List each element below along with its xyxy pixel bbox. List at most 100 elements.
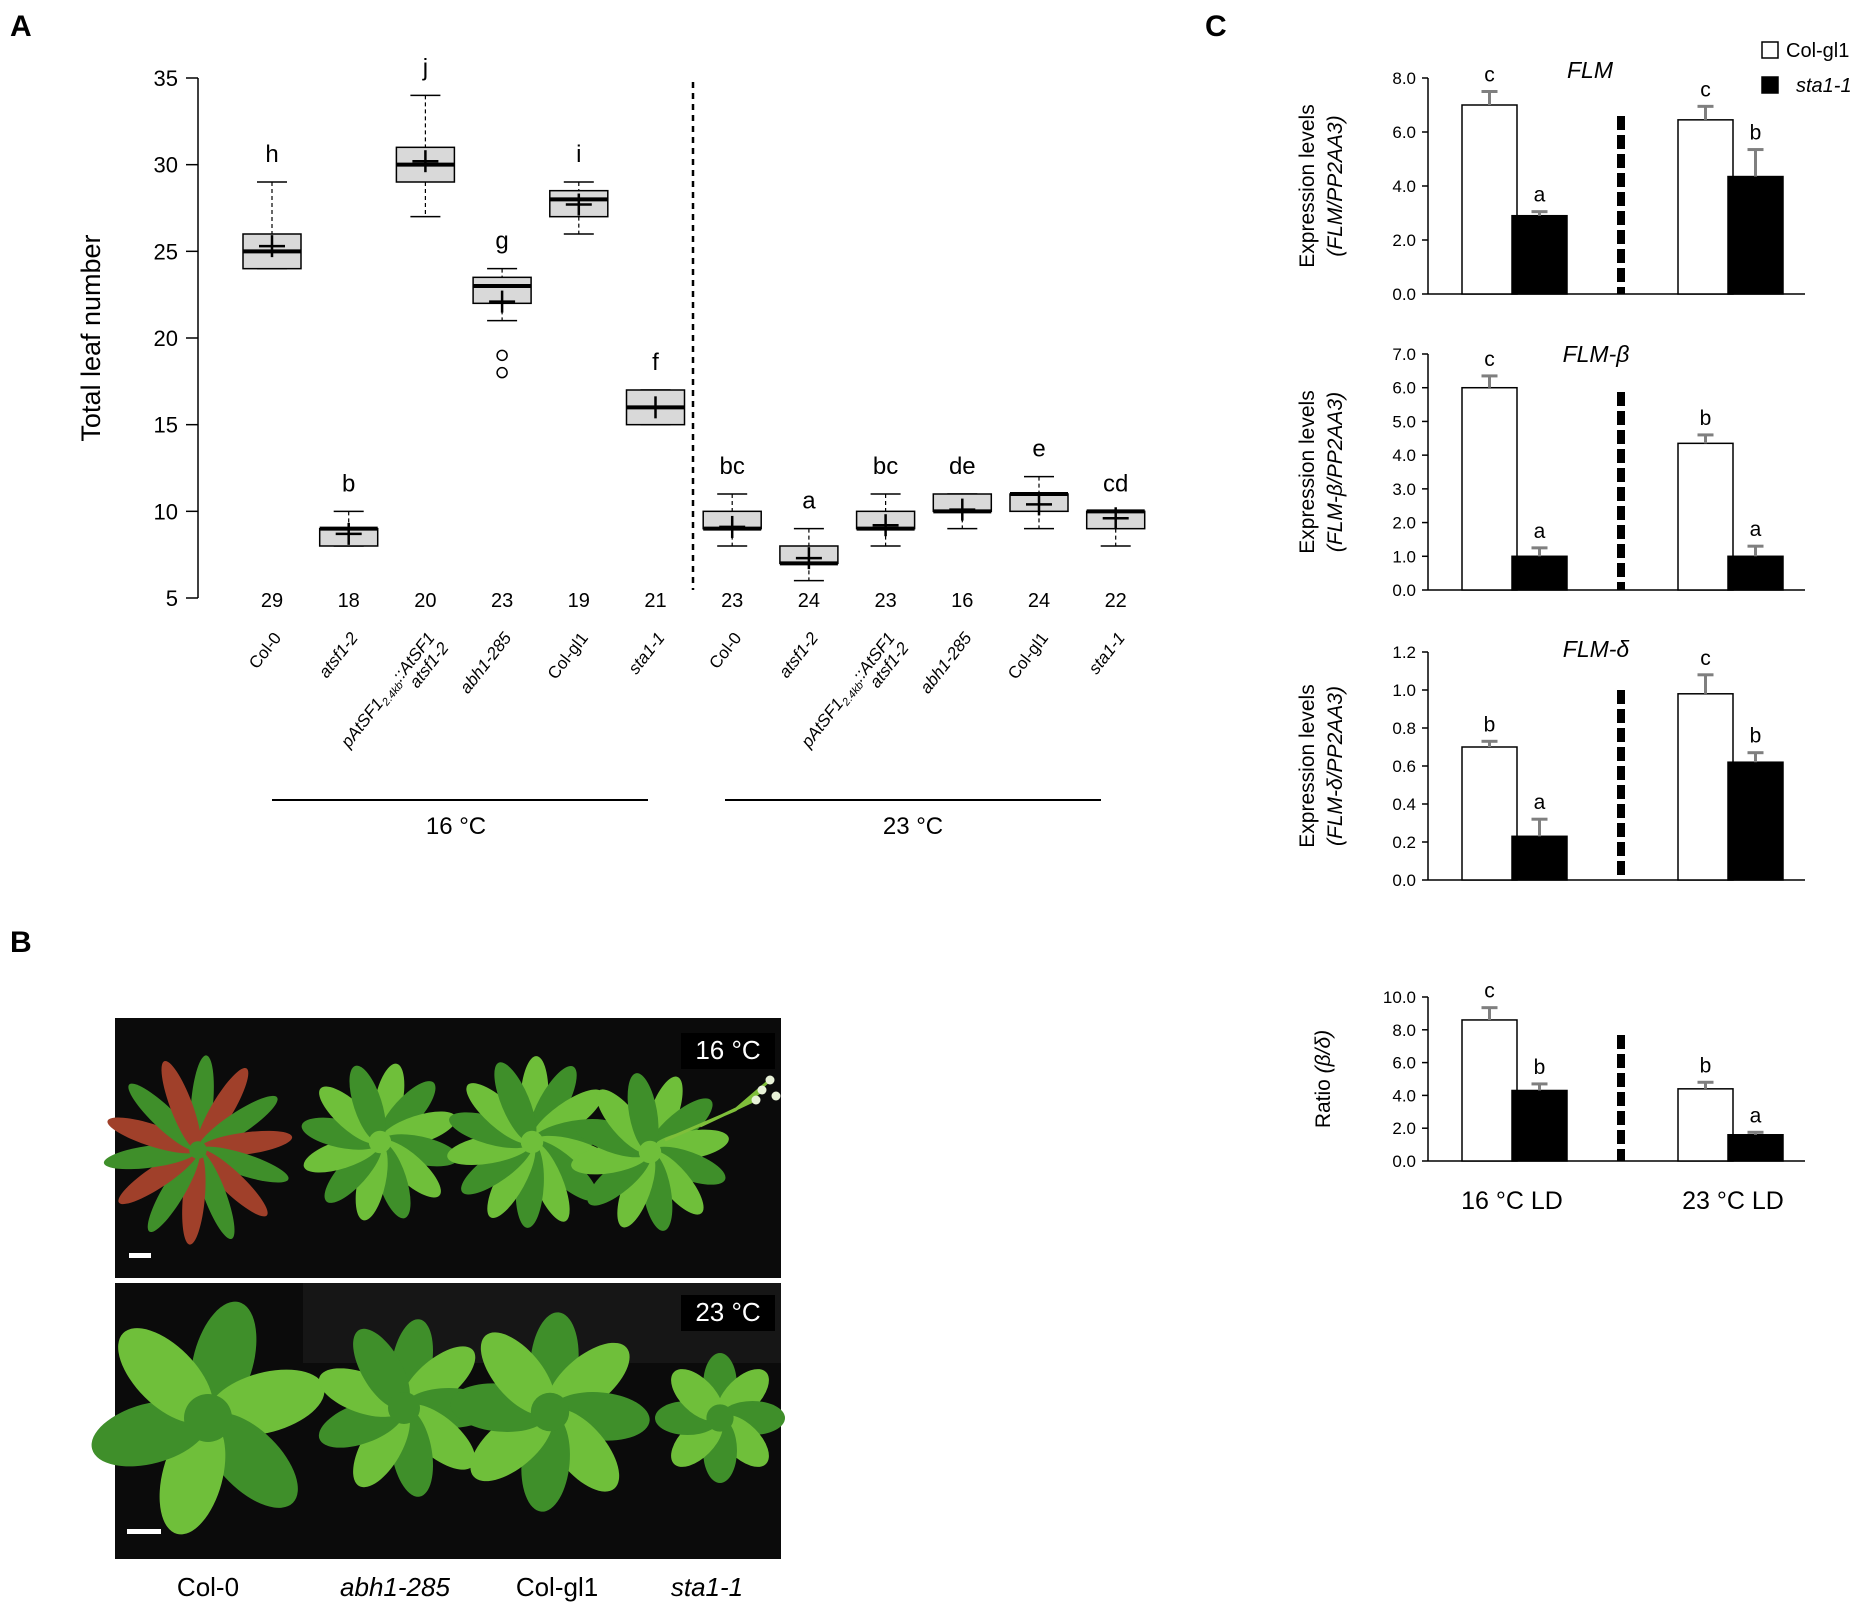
photo-label-1: abh1-285 xyxy=(340,1572,450,1602)
significance-letter: de xyxy=(949,453,976,480)
bar-sta1-1 xyxy=(1511,214,1568,295)
x-tick-label: Col-0 xyxy=(245,629,285,673)
significance-letter: a xyxy=(802,488,816,515)
rosette-center xyxy=(520,1130,544,1154)
chart-title: FLM-β xyxy=(1563,341,1630,367)
sample-size-label: 18 xyxy=(338,590,360,612)
rosette-23c-sta1-1 xyxy=(655,1353,785,1483)
y-axis-title: Total leaf number xyxy=(76,234,106,441)
bar-Col-gl1 xyxy=(1461,746,1518,881)
y-tick-label: 0.8 xyxy=(1392,719,1416,738)
y-tick-label: 4.0 xyxy=(1392,1086,1416,1105)
bar-Col-gl1 xyxy=(1461,386,1518,591)
y-axis-title-italic: (β/δ) xyxy=(1312,1030,1335,1074)
bar-sta1-1 xyxy=(1727,555,1784,591)
photo-label-3: sta1-1 xyxy=(671,1572,743,1602)
significance-letter: bc xyxy=(720,453,745,480)
significance-letter: c xyxy=(1700,78,1711,101)
legend-label-col-gl1: Col-gl1 xyxy=(1786,40,1849,62)
significance-letter: e xyxy=(1032,436,1045,463)
box-11: cd 22 sta1-1 xyxy=(1085,470,1146,678)
rosette-23c-abh1-285 xyxy=(318,1319,494,1497)
significance-letter: b xyxy=(1700,1054,1712,1077)
panel-c-flm-delta: 0.0 0.2 0.4 0.6 0.8 1.0 1.2 b a c b FLM-δ Expression… xyxy=(1296,636,1805,890)
leaf xyxy=(480,1332,555,1415)
sample-size-label: 23 xyxy=(491,590,513,612)
plant-rosettes xyxy=(91,1055,785,1535)
leaf xyxy=(671,1369,723,1421)
leaf xyxy=(318,1368,405,1417)
significance-letter: f xyxy=(652,349,659,376)
rosette-16c-col-0 xyxy=(103,1055,293,1245)
significance-letter: a xyxy=(1750,1104,1762,1127)
legend: Col-gl1 sta1-1 xyxy=(1761,40,1852,97)
leaf xyxy=(197,1149,268,1217)
box-10: e 24 Col-gl1 xyxy=(1004,436,1069,683)
rosette-center xyxy=(368,1130,392,1154)
box-7: a 24 atsf1-2 xyxy=(775,488,839,681)
leaf xyxy=(147,1149,200,1233)
rosette-center xyxy=(189,1141,207,1159)
bar-sta1-1 xyxy=(1727,1134,1784,1162)
badge-16c-box xyxy=(681,1033,775,1069)
significance-letter: j xyxy=(422,54,428,81)
y-tick-label: 35 xyxy=(154,66,178,91)
significance-letter: b xyxy=(1750,725,1762,748)
rosette-16c-abh1-285 xyxy=(301,1063,459,1221)
box-5: f 21 sta1-1 xyxy=(625,349,686,678)
bar-Col-gl1 xyxy=(1461,1019,1518,1162)
rosette-23c-col-gl1 xyxy=(450,1312,650,1512)
legend-swatch-sta1-1 xyxy=(1761,76,1779,94)
y-tick-label: 1.0 xyxy=(1392,547,1416,566)
x-category-label: 23 °C LD xyxy=(1682,1187,1784,1215)
sample-size-label: 24 xyxy=(798,590,820,612)
leaf xyxy=(353,1406,410,1488)
significance-letter: c xyxy=(1700,647,1711,670)
significance-letter: b xyxy=(1484,713,1496,736)
significance-letter: a xyxy=(1534,520,1546,543)
box-1: b 18 atsf1-2 xyxy=(315,470,379,681)
significance-letter: a xyxy=(1534,791,1546,814)
box-0: h 29 Col-0 xyxy=(242,141,302,673)
y-tick-label: 2.0 xyxy=(1392,1119,1416,1138)
y-tick-label: 0.2 xyxy=(1392,833,1416,852)
panel-a-label: A xyxy=(10,10,32,43)
badge-23c-box xyxy=(681,1295,775,1331)
leaf xyxy=(196,1067,249,1151)
leaf xyxy=(202,1412,298,1508)
y-tick-label: 6.0 xyxy=(1392,379,1416,398)
y-tick-label: 3.0 xyxy=(1392,480,1416,499)
bar-Col-gl1 xyxy=(1677,119,1734,295)
group-label-16c: 16 °C xyxy=(426,813,486,840)
x-tick-label: Col-gl1 xyxy=(544,629,592,683)
x-category-label: 16 °C LD xyxy=(1461,1187,1563,1215)
leaf xyxy=(574,1119,651,1158)
flowering-stem xyxy=(664,1075,781,1142)
significance-letter: b xyxy=(1750,122,1762,145)
flower xyxy=(751,1095,761,1105)
y-tick-label: 0.0 xyxy=(1392,285,1416,304)
leaf xyxy=(107,1117,199,1154)
panel-c-flm-beta: 0.0 1.0 2.0 3.0 4.0 5.0 6.0 7.0 c a b a FLM-β Express… xyxy=(1296,341,1805,600)
bar-Col-gl1 xyxy=(1677,1088,1734,1162)
bar-sta1-1 xyxy=(1727,175,1784,295)
rosette-16c-sta1-1 xyxy=(571,1073,729,1231)
badge-16c-text: 16 °C xyxy=(695,1035,760,1065)
rosette-center xyxy=(388,1392,420,1424)
rosette-center xyxy=(184,1394,232,1442)
y-tick-label: 1.0 xyxy=(1392,681,1416,700)
leaf xyxy=(118,1148,199,1205)
y-tick-label: 4.0 xyxy=(1392,177,1416,196)
leaf xyxy=(649,1146,726,1185)
leaf xyxy=(161,1060,201,1151)
sample-size-label: 21 xyxy=(644,590,666,612)
y-tick-label: 30 xyxy=(154,153,178,178)
leaf xyxy=(349,1065,386,1143)
x-tick-label: atsf1-2 xyxy=(775,628,822,681)
leaf xyxy=(353,1328,410,1410)
y-tick-label: 20 xyxy=(154,326,178,351)
y-axis-title: Ratio (β/δ) xyxy=(1312,1030,1335,1128)
sample-size-label: 24 xyxy=(1028,590,1050,612)
y-tick-label: 8.0 xyxy=(1392,69,1416,88)
